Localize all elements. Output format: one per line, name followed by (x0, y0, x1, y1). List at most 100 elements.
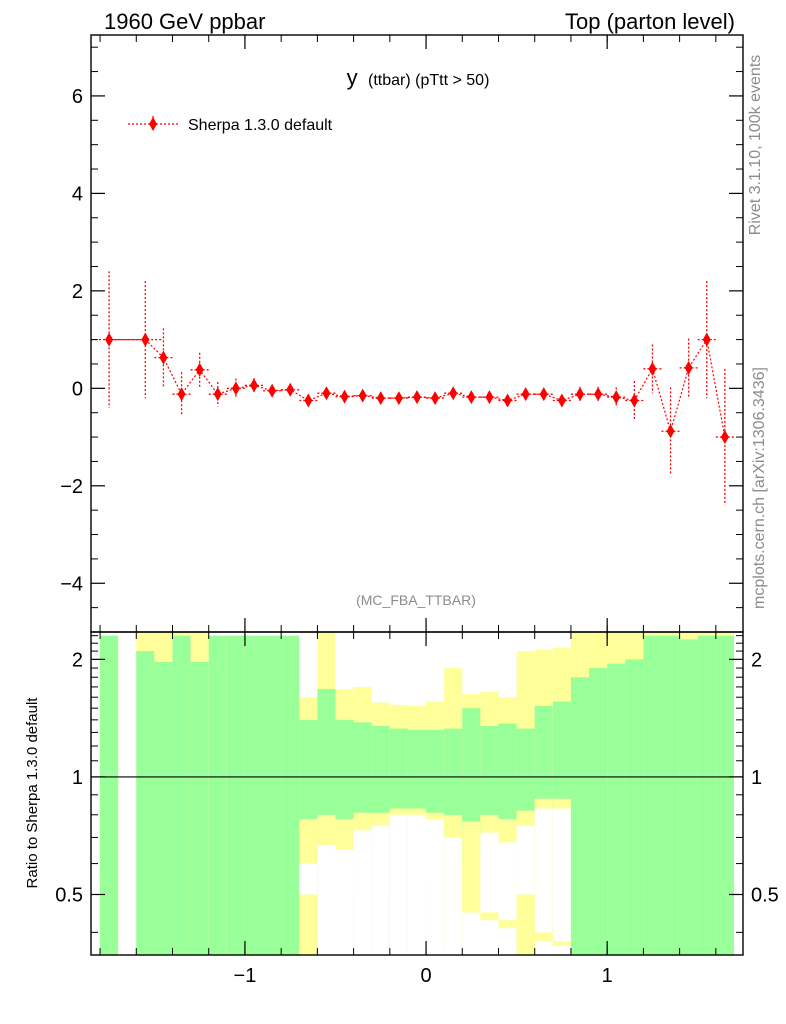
data-point (376, 391, 385, 406)
ratio-gap-below (534, 808, 553, 933)
title-main: y (347, 65, 358, 90)
ratio-gap-below (444, 837, 463, 955)
ratio-gap-below (552, 808, 571, 942)
title-sub: (ttbar) (pTtt > 50) (368, 72, 489, 89)
data-point (177, 387, 186, 402)
ratio-inner-band-below (299, 776, 318, 820)
header-right: Top (parton level) (565, 9, 735, 34)
data-point (268, 383, 277, 398)
ratio-inner-band (625, 659, 644, 955)
rivet-label: Rivet 3.1.10, 100k events (747, 55, 764, 236)
ratio-y-tick-label-right: 0.5 (751, 885, 779, 907)
ratio-gap-below (353, 830, 372, 955)
ratio-inner-band (589, 668, 608, 955)
main-data-series (91, 271, 734, 506)
y-tick-label: 2 (72, 281, 83, 303)
ratio-inner-band (172, 635, 191, 955)
data-point (666, 424, 675, 439)
ratio-outer-band-below (462, 821, 481, 913)
data-point (449, 386, 458, 401)
y-tick-label: 6 (72, 86, 83, 108)
data-point (539, 387, 548, 402)
data-point (231, 381, 240, 396)
ratio-inner-band-below (462, 776, 481, 822)
data-point (467, 390, 476, 405)
ratio-gap-below (498, 842, 517, 921)
ratio-inner-band-below (444, 776, 463, 815)
data-point (684, 360, 693, 375)
data-point (394, 391, 403, 406)
ratio-gap-below (299, 863, 318, 895)
x-tick-label: −1 (234, 965, 257, 987)
ratio-inner-band-below (371, 776, 390, 813)
ratio-inner-band (190, 661, 209, 955)
legend-marker (149, 117, 157, 131)
data-point (159, 350, 168, 365)
header-left: 1960 GeV ppbar (104, 9, 265, 34)
ratio-inner-band-below (498, 776, 517, 820)
ratio-bands (100, 632, 734, 955)
ratio-gap-below (389, 814, 408, 955)
ratio-inner-band-below (317, 776, 336, 815)
x-tick-label: 1 (602, 965, 613, 987)
data-point (702, 332, 711, 347)
ratio-inner-band-below (480, 776, 499, 815)
main-title: y (ttbar) (pTtt > 50) (347, 65, 490, 90)
ratio-inner-band-below (353, 776, 372, 813)
data-point (503, 393, 512, 408)
ratio-gap-below (516, 825, 535, 895)
data-point (286, 382, 295, 397)
data-point (322, 386, 331, 401)
ratio-inner-band-below (534, 776, 553, 799)
legend-label: Sherpa 1.3.0 default (188, 117, 333, 134)
data-point (630, 393, 639, 408)
watermark: (MC_FBA_TTBAR) (356, 592, 476, 608)
data-point (304, 393, 313, 408)
ratio-gap-below (426, 819, 445, 955)
ratio-inner-band-below (389, 776, 408, 809)
ratio-frame (90, 631, 744, 956)
ratio-y-tick-label: 1 (72, 767, 83, 789)
data-point (250, 378, 258, 393)
ratio-inner-band (570, 677, 590, 955)
data-point (485, 390, 494, 405)
ratio-gap-below (335, 849, 354, 955)
ratio-inner-band (154, 661, 173, 955)
data-point (105, 332, 114, 347)
ratio-inner-band (136, 651, 155, 955)
ratio-inner-band (281, 635, 300, 955)
data-point (612, 390, 621, 405)
ratio-inner-band (679, 639, 698, 955)
ratio-y-tick-label: 0.5 (55, 885, 83, 907)
y-tick-label: 0 (72, 378, 83, 400)
data-point (557, 393, 566, 408)
data-point (648, 361, 657, 376)
x-tick-label: 0 (420, 965, 431, 987)
ratio-inner-band-below (516, 776, 535, 811)
data-point (141, 332, 150, 347)
data-point (521, 387, 530, 402)
y-tick-label: −4 (60, 573, 83, 595)
ratio-inner-band (100, 635, 119, 955)
data-point (413, 390, 421, 405)
ratio-y-tick-label-right: 1 (751, 767, 762, 789)
ratio-inner-band-below (552, 776, 571, 799)
ratio-gap-below (371, 825, 390, 955)
ratio-y-tick-label: 2 (72, 649, 83, 671)
ratio-inner-band-below (426, 776, 445, 813)
data-point (358, 388, 367, 403)
mcplots-label: mcplots.cern.ch [arXiv:1306.3436] (751, 367, 768, 609)
ratio-gap-below (407, 814, 427, 955)
data-point (576, 387, 584, 402)
ratio-inner-band-below (335, 776, 354, 820)
ratio-inner-band (697, 635, 716, 955)
ratio-inner-band (715, 635, 734, 955)
ratio-gap-below (317, 844, 336, 955)
ratio-inner-band (661, 635, 680, 955)
ratio-inner-band (244, 635, 264, 955)
y-tick-label: 4 (72, 183, 83, 205)
main-ticks: −4 −2 0 2 4 6 (60, 35, 743, 633)
ratio-inner-band (226, 635, 245, 955)
ratio-inner-band-below (407, 776, 427, 809)
